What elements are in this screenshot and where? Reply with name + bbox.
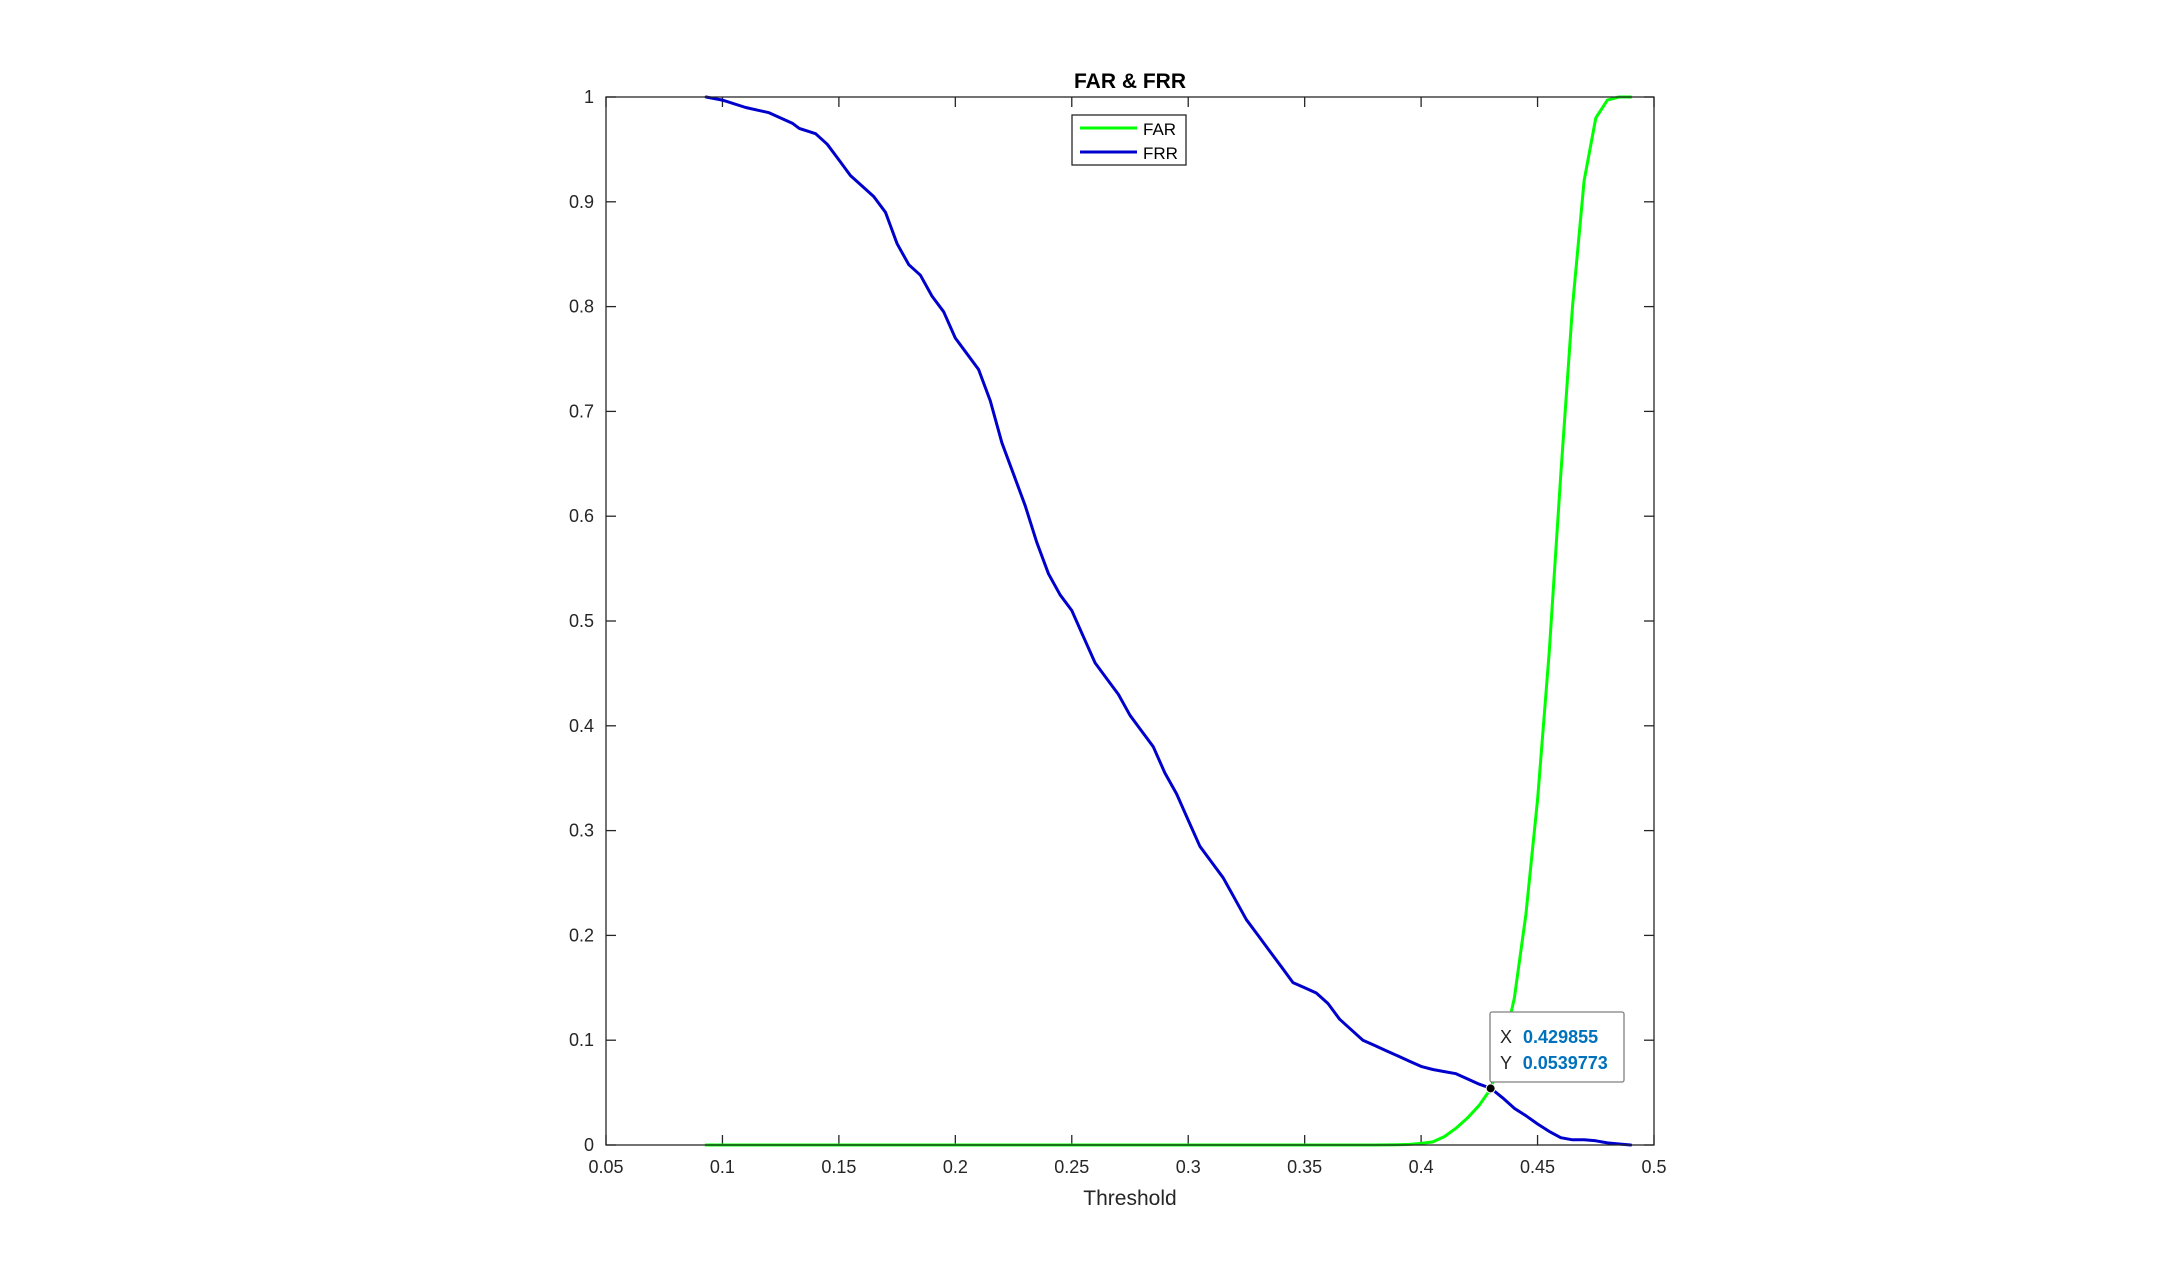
plot-area	[606, 97, 1654, 1145]
x-tick-label: 0.15	[821, 1157, 856, 1177]
x-tick-label: 0.5	[1641, 1157, 1666, 1177]
datatip[interactable]: X 0.429855 Y 0.0539773	[1485, 1011, 1625, 1094]
datatip-marker	[1485, 1083, 1496, 1094]
legend[interactable]: FAR FRR	[1071, 114, 1187, 166]
y-tick-label: 0	[584, 1135, 594, 1155]
y-tick-label: 0.5	[569, 611, 594, 631]
series-line-frr	[704, 95, 1633, 1147]
datatip-y-value: 0.0539773	[1523, 1053, 1608, 1073]
svg-text:Y 0.0539773: Y 0.0539773	[1500, 1053, 1608, 1073]
y-tick-label: 1	[584, 87, 594, 107]
x-tick-label: 0.45	[1520, 1157, 1555, 1177]
datatip-box	[1489, 1011, 1625, 1083]
y-tick-label: 0.4	[569, 716, 594, 736]
x-tick-label: 0.1	[710, 1157, 735, 1177]
x-tick-label: 0.25	[1054, 1157, 1089, 1177]
y-tick-label: 0.1	[569, 1030, 594, 1050]
y-tick-label: 0.2	[569, 925, 594, 945]
datatip-x-label: X	[1500, 1027, 1512, 1047]
legend-far-label: FAR	[1143, 120, 1176, 139]
datatip-x-value: 0.429855	[1523, 1027, 1598, 1047]
legend-frr-label: FRR	[1143, 144, 1178, 163]
x-axis-ticks: 0.05 0.1 0.15 0.2 0.25 0.3 0.35 0.4 0.45 0.5	[588, 97, 1667, 1177]
y-tick-label: 0.9	[569, 192, 594, 212]
x-tick-label: 0.05	[588, 1157, 623, 1177]
chart-title: FAR & FRR	[1074, 70, 1186, 93]
legend-box	[1071, 114, 1187, 166]
y-tick-label: 0.7	[569, 401, 594, 421]
y-tick-label: 0.3	[569, 821, 594, 841]
x-axis-label: Threshold	[1083, 1187, 1176, 1210]
datatip-y-label: Y	[1500, 1053, 1512, 1073]
x-tick-label: 0.2	[943, 1157, 968, 1177]
x-tick-label: 0.3	[1176, 1157, 1201, 1177]
x-tick-label: 0.35	[1287, 1157, 1322, 1177]
axes-box	[605, 96, 1655, 1146]
svg-text:X 0.429855: X 0.429855	[1500, 1027, 1598, 1047]
y-tick-label: 0.6	[569, 506, 594, 526]
y-axis-ticks: 0 0.1 0.2 0.3 0.4 0.5 0.6 0.7 0.8 0.9 1	[569, 87, 1654, 1155]
y-tick-label: 0.8	[569, 297, 594, 317]
x-tick-label: 0.4	[1409, 1157, 1434, 1177]
